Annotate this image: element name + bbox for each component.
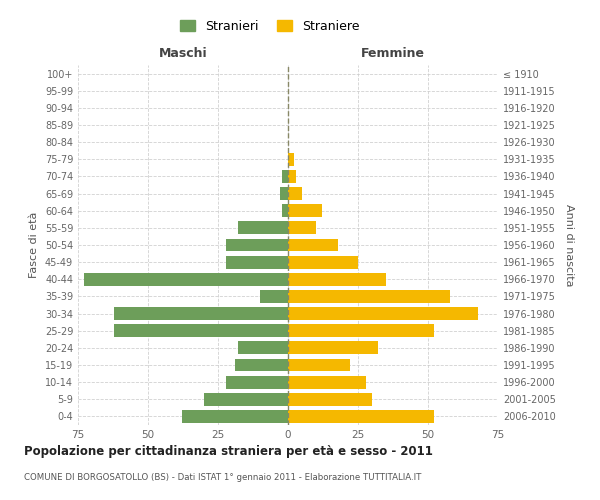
Text: COMUNE DI BORGOSATOLLO (BS) - Dati ISTAT 1° gennaio 2011 - Elaborazione TUTTITAL: COMUNE DI BORGOSATOLLO (BS) - Dati ISTAT… xyxy=(24,472,421,482)
Bar xyxy=(288,256,358,268)
Bar xyxy=(280,187,288,200)
Bar xyxy=(182,410,288,423)
Bar xyxy=(283,204,288,217)
Bar xyxy=(260,290,288,303)
Bar xyxy=(83,273,288,285)
Bar xyxy=(288,307,478,320)
Bar xyxy=(288,222,316,234)
Bar xyxy=(226,256,288,268)
Bar xyxy=(288,393,372,406)
Y-axis label: Fasce di età: Fasce di età xyxy=(29,212,39,278)
Bar xyxy=(288,376,367,388)
Bar xyxy=(288,170,296,183)
Bar xyxy=(288,290,451,303)
Bar xyxy=(288,187,302,200)
Bar xyxy=(238,342,288,354)
Bar xyxy=(288,410,434,423)
Bar xyxy=(238,222,288,234)
Bar xyxy=(288,153,293,166)
Bar xyxy=(226,238,288,252)
Bar xyxy=(283,170,288,183)
Y-axis label: Anni di nascita: Anni di nascita xyxy=(564,204,574,286)
Text: Maschi: Maschi xyxy=(158,47,208,60)
Bar xyxy=(115,324,288,337)
Legend: Stranieri, Straniere: Stranieri, Straniere xyxy=(176,16,364,37)
Bar xyxy=(288,324,434,337)
Bar xyxy=(226,376,288,388)
Bar xyxy=(288,273,386,285)
Bar xyxy=(204,393,288,406)
Bar xyxy=(288,238,338,252)
Bar xyxy=(288,358,350,372)
Bar xyxy=(235,358,288,372)
Text: Popolazione per cittadinanza straniera per età e sesso - 2011: Popolazione per cittadinanza straniera p… xyxy=(24,445,433,458)
Text: Femmine: Femmine xyxy=(361,47,425,60)
Bar xyxy=(288,204,322,217)
Bar xyxy=(115,307,288,320)
Bar xyxy=(288,342,377,354)
